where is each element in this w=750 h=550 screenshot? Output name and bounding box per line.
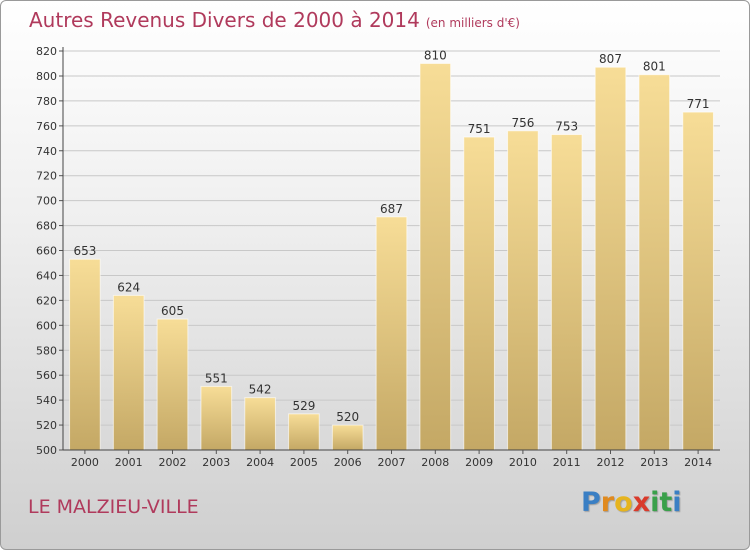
bar-value-label: 756 bbox=[511, 116, 534, 130]
bars: 653 624 605 551 542 529 520 687 810 751 756 753 807 8… bbox=[69, 48, 714, 451]
bar-value-label: 542 bbox=[249, 383, 272, 397]
y-tick-label: 680 bbox=[36, 220, 57, 233]
logo-letter: i bbox=[672, 487, 682, 518]
bar-2006 bbox=[331, 424, 364, 451]
chart-subtitle: (en milliers d'€) bbox=[425, 16, 520, 30]
y-tick-label: 580 bbox=[36, 344, 57, 357]
y-tick-label: 560 bbox=[36, 369, 57, 382]
bar-2002 bbox=[156, 318, 189, 451]
logo-letter: i bbox=[650, 487, 660, 518]
bar-value-label: 751 bbox=[468, 122, 491, 136]
y-tick-label: 640 bbox=[36, 269, 57, 282]
x-tick-label: 2006 bbox=[334, 456, 362, 469]
x-tick-label: 2010 bbox=[509, 456, 537, 469]
x-tick-label: 2012 bbox=[597, 456, 625, 469]
bar-2009 bbox=[463, 136, 495, 451]
bar-value-label: 624 bbox=[117, 280, 140, 294]
logo-letter: o bbox=[614, 487, 633, 518]
x-tick-label: 2007 bbox=[378, 456, 406, 469]
bar-2008 bbox=[419, 62, 452, 451]
logo-letter: t bbox=[659, 487, 673, 518]
logo-letter: P bbox=[581, 487, 601, 518]
y-tick-label: 720 bbox=[36, 170, 57, 183]
y-tick-label: 800 bbox=[36, 70, 57, 83]
x-tick-label: 2001 bbox=[115, 456, 143, 469]
bar-value-label: 810 bbox=[424, 48, 447, 62]
bar-2010 bbox=[507, 130, 539, 451]
commune-name: LE MALZIEU-VILLE bbox=[28, 496, 199, 518]
bar-value-label: 753 bbox=[555, 120, 578, 134]
bar-2001 bbox=[112, 294, 145, 451]
y-tick-label: 760 bbox=[36, 120, 57, 133]
chart-title: Autres Revenus Divers de 2000 à 2014 (en … bbox=[29, 8, 520, 32]
bar-2014 bbox=[682, 111, 714, 451]
bar-value-label: 605 bbox=[161, 304, 184, 318]
bar-2013 bbox=[638, 74, 671, 451]
bar-value-label: 551 bbox=[205, 371, 228, 385]
x-tick-label: 2004 bbox=[246, 456, 274, 469]
bar-2012 bbox=[594, 66, 627, 451]
x-tick-label: 2003 bbox=[202, 456, 230, 469]
bar-value-label: 771 bbox=[687, 97, 710, 111]
bar-2005 bbox=[288, 413, 320, 451]
logo-letter: r bbox=[600, 487, 615, 518]
y-tick-label: 500 bbox=[36, 444, 57, 457]
x-tick-label: 2008 bbox=[421, 456, 449, 469]
bar-2007 bbox=[375, 216, 408, 451]
y-tick-label: 520 bbox=[36, 419, 57, 432]
x-tick-label: 2002 bbox=[159, 456, 187, 469]
x-tick-label: 2005 bbox=[290, 456, 318, 469]
x-tick-label: 2009 bbox=[465, 456, 493, 469]
bar-2003 bbox=[200, 385, 233, 451]
bar-2004 bbox=[244, 397, 276, 451]
y-tick-label: 540 bbox=[36, 394, 57, 407]
y-tick-label: 660 bbox=[36, 245, 57, 258]
x-tick-label: 2000 bbox=[71, 456, 99, 469]
bar-value-label: 687 bbox=[380, 202, 403, 216]
proxiti-logo: Proxiti bbox=[581, 487, 682, 518]
x-tick-label: 2013 bbox=[640, 456, 668, 469]
logo-letter: x bbox=[632, 487, 651, 518]
y-tick-label: 780 bbox=[36, 95, 57, 108]
x-tick-label: 2011 bbox=[553, 456, 581, 469]
bar-value-label: 653 bbox=[73, 244, 96, 258]
y-tick-label: 700 bbox=[36, 195, 57, 208]
bar-value-label: 801 bbox=[643, 60, 666, 74]
chart-title-main: Autres Revenus Divers de 2000 à 2014 bbox=[29, 8, 420, 32]
axes: 500 520 540 560 580 600 620 640 660 680 700 720 740 7… bbox=[36, 45, 720, 469]
y-tick-label: 620 bbox=[36, 294, 57, 307]
bar-value-label: 529 bbox=[292, 399, 315, 413]
y-tick-label: 740 bbox=[36, 145, 57, 158]
y-tick-label: 820 bbox=[36, 45, 57, 58]
y-tick-label: 600 bbox=[36, 319, 57, 332]
bar-value-label: 520 bbox=[336, 410, 359, 424]
x-tick-label: 2014 bbox=[684, 456, 712, 469]
bar-2011 bbox=[550, 134, 583, 451]
bar-value-label: 807 bbox=[599, 52, 622, 66]
bar-2000 bbox=[69, 258, 101, 451]
